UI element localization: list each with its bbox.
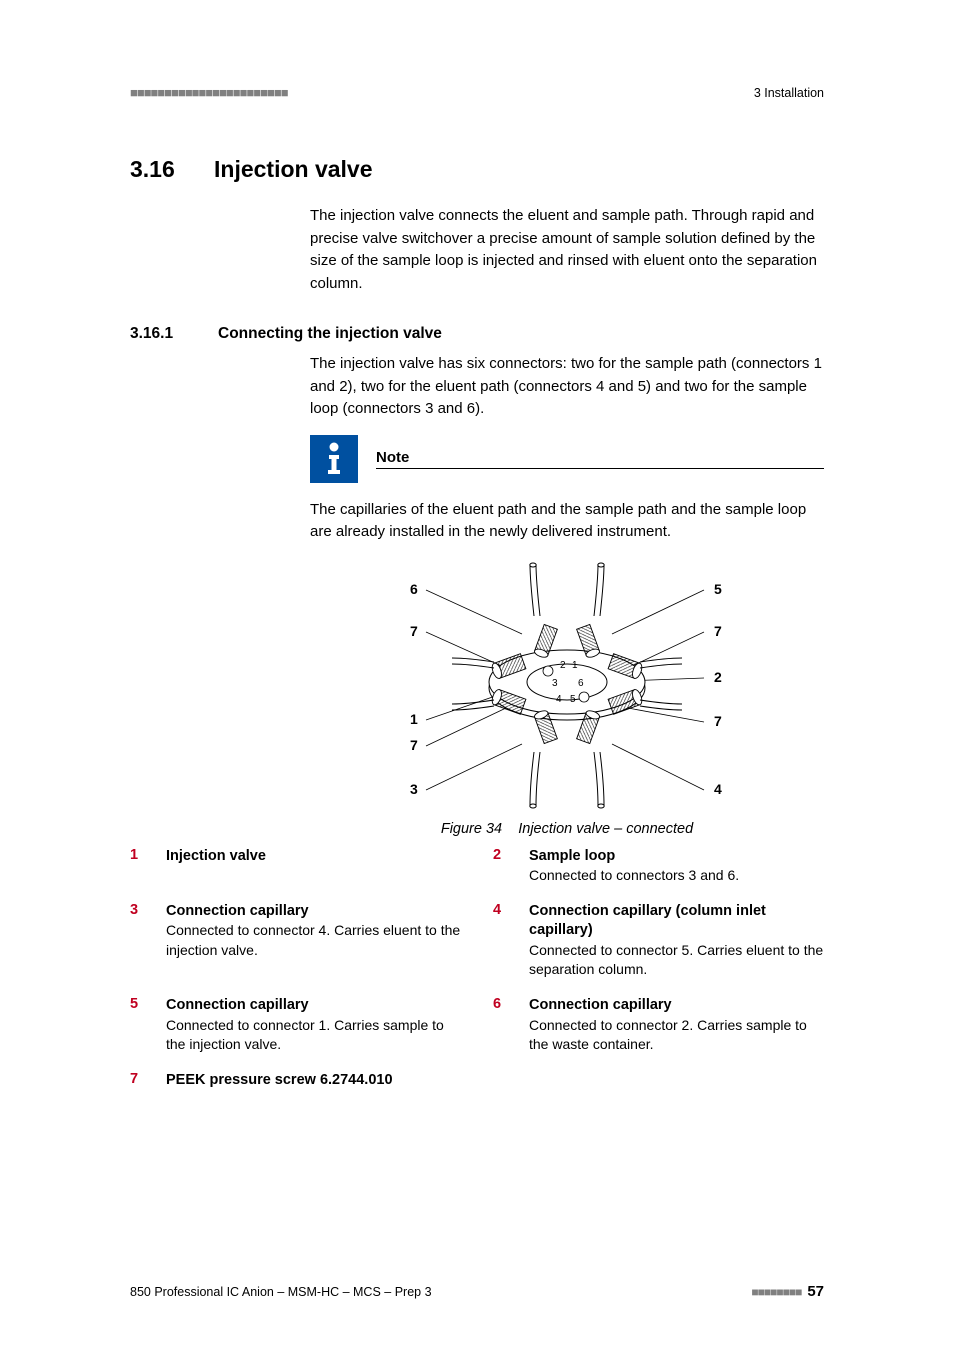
legend-desc: Connected to connectors 3 and 6. — [529, 866, 824, 886]
figure-legend: 1 Injection valve 2 Sample loop Connecte… — [130, 847, 824, 1091]
legend-item: 3 Connection capillary Connected to conn… — [130, 902, 461, 980]
legend-desc: Connected to connector 5. Carries eluent… — [529, 941, 824, 980]
port-2: 2 — [560, 660, 566, 671]
legend-item: 2 Sample loop Connected to connectors 3 … — [493, 847, 824, 886]
callout-4: 4 — [714, 781, 722, 797]
legend-num: 2 — [493, 847, 507, 886]
legend-item: 6 Connection capillary Connected to conn… — [493, 996, 824, 1055]
legend-item: 7 PEEK pressure screw 6.2744.010 — [130, 1071, 461, 1091]
port-5: 5 — [570, 694, 576, 705]
note-rule — [376, 468, 824, 469]
callout-7b: 7 — [410, 737, 418, 753]
figure-caption: Figure 34 Injection valve – connected — [310, 821, 824, 837]
legend-term: Connection capillary — [166, 996, 461, 1016]
header-ticks-left: ■■■■■■■■■■■■■■■■■■■■■■■ — [130, 85, 288, 100]
callout-6: 6 — [410, 581, 418, 597]
callout-2: 2 — [714, 669, 722, 685]
legend-item: 4 Connection capillary (column inlet cap… — [493, 902, 824, 980]
page-footer: 850 Professional IC Anion – MSM-HC – MCS… — [130, 1283, 824, 1300]
subsection-number: 3.16.1 — [130, 325, 198, 343]
chapter-label: 3 Installation — [754, 86, 824, 100]
legend-num: 7 — [130, 1071, 144, 1091]
legend-term: Connection capillary — [166, 902, 461, 922]
subsection-heading: 3.16.1 Connecting the injection valve — [130, 325, 824, 343]
figure-caption-prefix: Figure 34 — [441, 821, 502, 837]
port-1: 1 — [572, 660, 578, 671]
footer-doc-title: 850 Professional IC Anion – MSM-HC – MCS… — [130, 1285, 432, 1299]
callout-7d: 7 — [714, 713, 722, 729]
section-title: Injection valve — [214, 156, 373, 183]
footer-ticks: ■■■■■■■■ — [751, 1285, 801, 1299]
legend-desc: Connected to connector 4. Carries eluent… — [166, 921, 461, 960]
info-icon — [310, 435, 358, 483]
legend-term: Connection capillary — [529, 996, 824, 1016]
callout-1: 1 — [410, 711, 418, 727]
port-4: 4 — [556, 694, 562, 705]
callout-3: 3 — [410, 781, 418, 797]
legend-num: 6 — [493, 996, 507, 1055]
callout-5: 5 — [714, 581, 722, 597]
section-intro: The injection valve connects the eluent … — [310, 205, 824, 295]
callout-7c: 7 — [714, 623, 722, 639]
section-heading: 3.16 Injection valve — [130, 156, 824, 183]
legend-desc: Connected to connector 1. Carries sample… — [166, 1016, 461, 1055]
note-block: Note The capillaries of the eluent path … — [310, 435, 824, 544]
legend-desc: Connected to connector 2. Carries sample… — [529, 1016, 824, 1055]
legend-term: PEEK pressure screw 6.2744.010 — [166, 1071, 461, 1091]
injection-valve-diagram: 6 7 1 7 3 5 7 2 7 4 — [402, 562, 732, 812]
figure-caption-text: Injection valve – connected — [518, 821, 693, 837]
subsection-body: The injection valve has six connectors: … — [310, 353, 824, 421]
section-intro-text: The injection valve connects the eluent … — [310, 205, 824, 295]
legend-num: 3 — [130, 902, 144, 980]
figure-wrap: 6 7 1 7 3 5 7 2 7 4 — [310, 562, 824, 837]
page-header: ■■■■■■■■■■■■■■■■■■■■■■■ 3 Installation — [130, 85, 824, 100]
legend-term: Connection capillary (column inlet capil… — [529, 902, 824, 941]
legend-term: Injection valve — [166, 847, 461, 867]
legend-num: 5 — [130, 996, 144, 1055]
note-title: Note — [376, 449, 824, 466]
legend-item: 5 Connection capillary Connected to conn… — [130, 996, 461, 1055]
callout-7a: 7 — [410, 623, 418, 639]
subsection-title: Connecting the injection valve — [218, 325, 442, 343]
port-6: 6 — [578, 678, 584, 689]
subsection-text: The injection valve has six connectors: … — [310, 353, 824, 421]
port-3: 3 — [552, 678, 558, 689]
legend-num: 1 — [130, 847, 144, 886]
section-number: 3.16 — [130, 156, 190, 183]
legend-term: Sample loop — [529, 847, 824, 867]
note-title-row: Note — [376, 449, 824, 469]
legend-num: 4 — [493, 902, 507, 980]
note-text: The capillaries of the eluent path and t… — [310, 499, 824, 544]
legend-item: 1 Injection valve — [130, 847, 461, 886]
page-number: 57 — [807, 1283, 824, 1300]
note-header: Note — [310, 435, 824, 483]
